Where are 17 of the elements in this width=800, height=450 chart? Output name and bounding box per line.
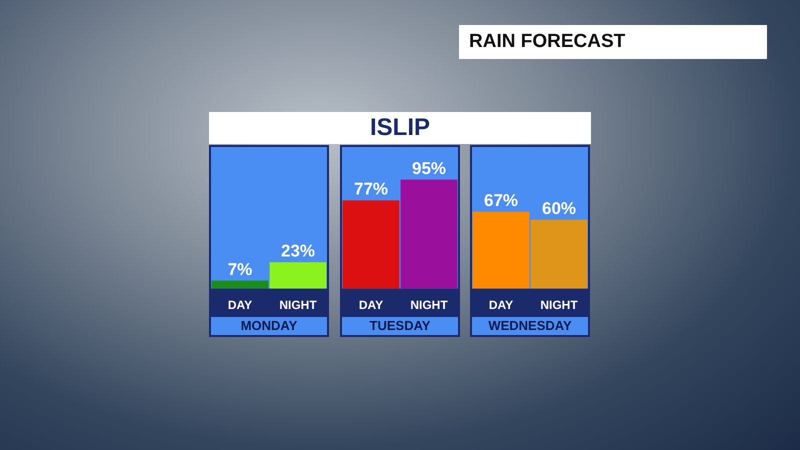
x-axis-title: MONDAY xyxy=(211,317,327,335)
data-label: 67% xyxy=(484,190,518,210)
data-label: 23% xyxy=(280,241,316,260)
data-label: 95% xyxy=(412,158,446,178)
data-label: 60% xyxy=(542,198,576,218)
x-tick-label: DAY xyxy=(228,298,252,312)
x-tick-label: NIGHT xyxy=(279,298,318,312)
x-tick-label: DAY xyxy=(488,298,514,312)
data-label: 7% xyxy=(228,260,252,279)
data-label: 77% xyxy=(354,180,388,198)
x-axis-title: WEDNESDAY xyxy=(472,317,588,335)
text: ISLIP xyxy=(209,112,591,144)
x-axis-title: TUESDAY xyxy=(342,317,458,335)
x-tick-label: NIGHT xyxy=(410,298,448,312)
x-tick-label: NIGHT xyxy=(540,298,578,312)
x-tick-label: DAY xyxy=(358,298,384,312)
text: RAIN FORECAST xyxy=(459,25,767,59)
